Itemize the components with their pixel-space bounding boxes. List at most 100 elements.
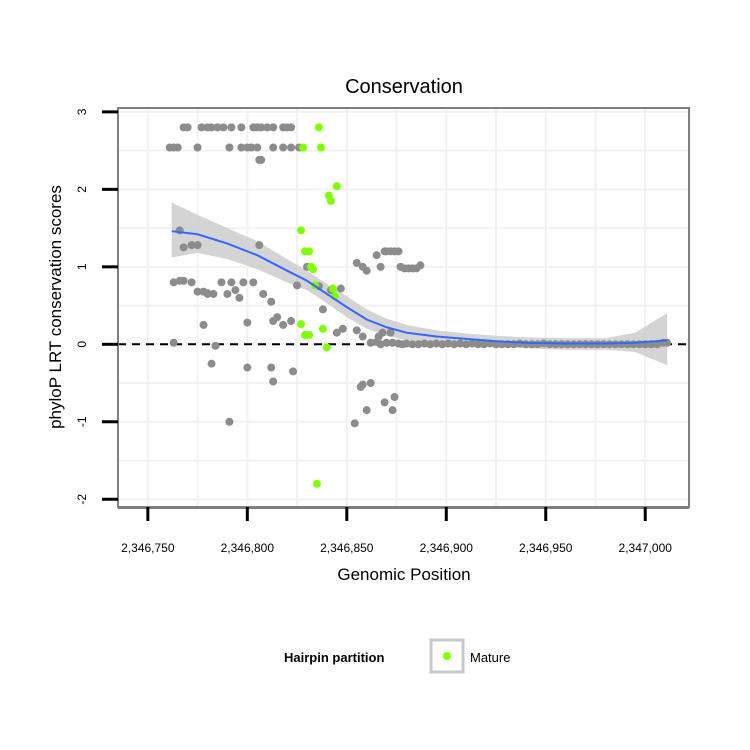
other-point [273,313,282,322]
other-point [444,339,453,348]
other-point [318,305,327,314]
other-point [378,328,387,337]
other-point [211,341,220,350]
mature-point [328,284,337,293]
mature-point [314,123,323,132]
x-axis-title: Genomic Position [337,565,470,584]
x-tick-label: 2,346,900 [420,541,474,555]
other-point [255,241,264,250]
other-point [269,377,278,386]
other-point [426,340,435,349]
y-axis-title: phyloP LRT conservation scores [46,185,65,429]
y-tick-label: 3 [75,108,89,115]
other-point [386,328,395,337]
other-point [420,339,429,348]
legend-title: Hairpin partition [284,650,384,665]
y-tick-label: -2 [75,494,89,505]
other-point [179,276,188,285]
x-tick-label: 2,346,800 [221,541,275,555]
other-point [474,340,483,349]
other-point [179,243,188,252]
other-point [279,143,288,152]
mature-point [297,226,306,235]
other-point [197,123,206,132]
other-point [402,339,411,348]
other-point [267,297,276,306]
other-point [209,289,218,298]
other-point [372,251,381,260]
other-point [223,289,232,298]
mature-point [322,343,331,352]
legend-mature-marker [443,652,451,660]
other-point [259,289,268,298]
other-point [217,278,226,287]
other-point [225,143,234,152]
smooth-curve [171,230,668,345]
other-point [231,286,240,295]
other-point [269,143,278,152]
other-point [289,367,298,376]
other-point [382,338,391,347]
mature-point [304,247,313,256]
other-point [432,339,441,348]
other-point [394,247,403,256]
other-point [207,359,216,368]
other-point [362,266,371,275]
other-point [193,241,202,250]
other-point [187,278,196,287]
other-point [219,123,228,132]
other-point [450,340,459,349]
other-point [173,143,182,152]
other-point [243,363,252,372]
other-point [235,293,244,302]
other-point [352,258,361,267]
other-point [169,338,178,347]
other-point [350,419,359,428]
other-point [257,123,266,132]
confidence-band-area [171,202,668,366]
other-point [203,289,212,298]
x-tick-label: 2,347,000 [619,541,673,555]
other-point [247,143,256,152]
mature-point [332,182,341,191]
other-point [227,278,236,287]
confidence-band [171,202,668,366]
mature-point [312,479,321,488]
other-point [338,324,347,333]
other-point [193,143,202,152]
other-point [438,340,447,349]
other-point [193,287,202,296]
other-point [358,380,367,389]
other-point [388,338,397,347]
other-point [243,318,252,327]
other-point [414,340,423,349]
other-point [239,278,248,287]
mature-point [304,331,313,340]
other-point [380,398,389,407]
other-point [263,123,272,132]
legend-mature-label: Mature [470,650,510,665]
other-point [352,326,361,335]
other-point [267,363,276,372]
y-axis: -2 -1 0 1 2 3 [75,108,118,505]
other-point [253,143,262,152]
other-point [279,320,288,329]
chart-title: Conservation [345,76,463,98]
other-point [388,406,397,415]
other-point [456,339,465,348]
other-point [249,278,258,287]
y-tick-label: 0 [75,341,89,348]
other-point [376,262,385,271]
other-point [183,123,192,132]
other-point [237,123,246,132]
mature-point [297,320,306,329]
y-tick-label: -1 [75,416,89,427]
other-point [293,281,302,290]
other-point [257,155,266,164]
other-point [213,123,222,132]
mature-point [326,196,335,205]
other-point [225,417,234,426]
other-point [187,241,196,250]
other-point [336,284,345,293]
